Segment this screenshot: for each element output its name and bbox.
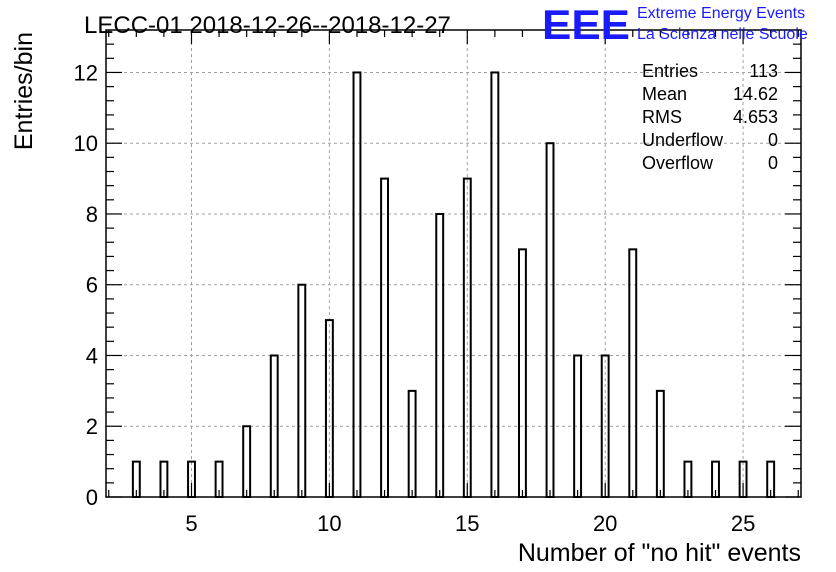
stats-value-mean: 14.62 bbox=[733, 84, 778, 104]
histogram-bar bbox=[518, 248, 527, 498]
x-tick-label: 15 bbox=[455, 511, 479, 536]
stats-value-overflow: 0 bbox=[768, 153, 778, 173]
stats-label-entries: Entries bbox=[642, 61, 698, 81]
y-tick-label: 0 bbox=[86, 485, 98, 510]
x-tick-label: 25 bbox=[731, 511, 755, 536]
tick-labels: 5 10 15 20 25 0 2 4 6 8 10 12 bbox=[74, 60, 756, 536]
histogram-bar bbox=[242, 425, 252, 499]
histogram-bar bbox=[297, 283, 307, 498]
stats-label-overflow: Overflow bbox=[642, 153, 714, 173]
stats-value-underflow: 0 bbox=[768, 130, 778, 150]
x-tick-label: 20 bbox=[593, 511, 617, 536]
stats-value-rms: 4.653 bbox=[733, 107, 778, 127]
chart-title: LECC-01 2018-12-26--2018-12-27 bbox=[84, 12, 451, 39]
histogram-bar bbox=[628, 248, 638, 498]
y-tick-label: 8 bbox=[86, 202, 98, 227]
axis-ticks bbox=[106, 30, 801, 498]
stats-label-mean: Mean bbox=[642, 84, 687, 104]
x-axis-label: Number of "no hit" events bbox=[518, 539, 801, 567]
plot-frame bbox=[105, 29, 802, 498]
histogram-bar bbox=[407, 389, 417, 499]
y-tick-label: 6 bbox=[86, 273, 98, 298]
y-tick-label: 10 bbox=[74, 131, 98, 156]
histogram-bar bbox=[655, 389, 665, 499]
grid-lines bbox=[106, 30, 801, 497]
histogram-bar bbox=[380, 177, 389, 498]
stats-label-rms: RMS bbox=[642, 107, 682, 127]
stats-label-underflow: Underflow bbox=[642, 130, 724, 150]
eee-logo: EEE Extreme Energy Events La Scienza nel… bbox=[542, 1, 808, 48]
y-axis-label: Entries/bin bbox=[10, 32, 38, 150]
stats-box: Entries 113 Mean 14.62 RMS 4.653 Underfl… bbox=[642, 61, 778, 173]
y-tick-label: 12 bbox=[74, 60, 98, 85]
logo-line-1: Extreme Energy Events bbox=[637, 5, 805, 22]
eee-logo-mark: EEE bbox=[542, 1, 630, 48]
histogram-bar bbox=[545, 142, 555, 498]
y-tick-label: 2 bbox=[86, 414, 98, 439]
logo-line-2: La Scienza nelle Scuole bbox=[637, 26, 808, 43]
x-tick-label: 10 bbox=[317, 511, 341, 536]
x-tick-label: 5 bbox=[185, 511, 197, 536]
y-tick-label: 4 bbox=[86, 343, 98, 368]
stats-value-entries: 113 bbox=[749, 61, 778, 81]
